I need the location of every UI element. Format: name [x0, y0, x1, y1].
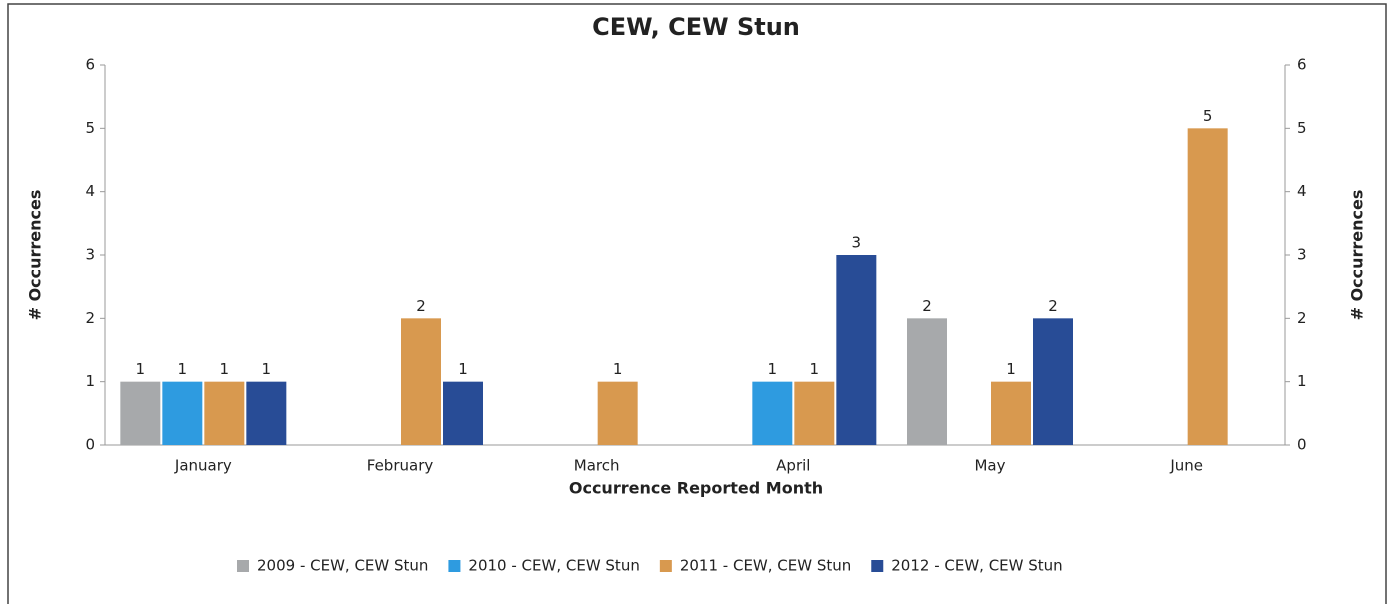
bar [907, 318, 947, 445]
x-tick-label: March [574, 457, 620, 475]
x-tick-label: February [367, 457, 434, 475]
data-label: 2 [922, 297, 932, 315]
x-axis-title: Occurrence Reported Month [569, 479, 823, 498]
bar [991, 381, 1031, 445]
x-tick-label: May [974, 457, 1005, 475]
legend-label: 2012 - CEW, CEW Stun [891, 557, 1062, 575]
legend-label: 2009 - CEW, CEW Stun [257, 557, 428, 575]
y-tick-label: 2 [85, 309, 95, 327]
bar [162, 381, 203, 445]
y2-tick-label: 6 [1297, 56, 1307, 74]
y2-axis-title: # Occurrences [1348, 190, 1367, 321]
bar [597, 381, 638, 445]
y-axis-title: # Occurrences [26, 190, 45, 321]
y2-tick-label: 3 [1297, 246, 1307, 264]
bar [1033, 318, 1073, 445]
legend-swatch [448, 560, 461, 572]
data-label: 1 [613, 360, 623, 378]
y-tick-label: 4 [85, 182, 95, 200]
bar [794, 381, 835, 445]
bar [836, 255, 877, 445]
y2-tick-label: 0 [1297, 436, 1307, 454]
data-label: 1 [810, 360, 820, 378]
legend-swatch [237, 560, 249, 572]
data-label: 1 [220, 360, 230, 378]
data-label: 2 [1048, 297, 1058, 315]
chart-title: CEW, CEW Stun [592, 13, 800, 41]
data-label: 3 [852, 234, 862, 252]
y-tick-label: 1 [85, 372, 95, 390]
data-label: 1 [178, 360, 188, 378]
x-tick-label: June [1169, 457, 1203, 475]
data-label: 1 [262, 360, 272, 378]
bar [1187, 128, 1228, 446]
data-label: 1 [458, 360, 468, 378]
legend-label: 2010 - CEW, CEW Stun [468, 557, 639, 575]
bar [246, 381, 287, 445]
data-label: 5 [1203, 107, 1213, 125]
legend-label: 2011 - CEW, CEW Stun [680, 557, 851, 575]
bar [752, 381, 793, 445]
bar [120, 381, 161, 445]
bar [401, 318, 441, 445]
data-label: 1 [1006, 360, 1016, 378]
chart-frame [7, 3, 1387, 604]
y-tick-label: 3 [85, 246, 95, 264]
data-label: 2 [416, 297, 426, 315]
legend-swatch [871, 560, 884, 572]
y2-tick-label: 5 [1297, 119, 1307, 137]
y2-tick-label: 4 [1297, 182, 1307, 200]
data-label: 1 [136, 360, 146, 378]
data-label: 1 [768, 360, 778, 378]
x-tick-label: April [776, 457, 810, 475]
y-tick-label: 0 [85, 436, 95, 454]
y-tick-label: 5 [85, 119, 95, 137]
y2-tick-label: 2 [1297, 309, 1307, 327]
y2-tick-label: 1 [1297, 372, 1307, 390]
legend-swatch [659, 560, 672, 572]
bar [204, 381, 245, 445]
bar [443, 381, 483, 445]
y-tick-label: 6 [85, 56, 95, 74]
x-tick-label: January [174, 457, 232, 475]
